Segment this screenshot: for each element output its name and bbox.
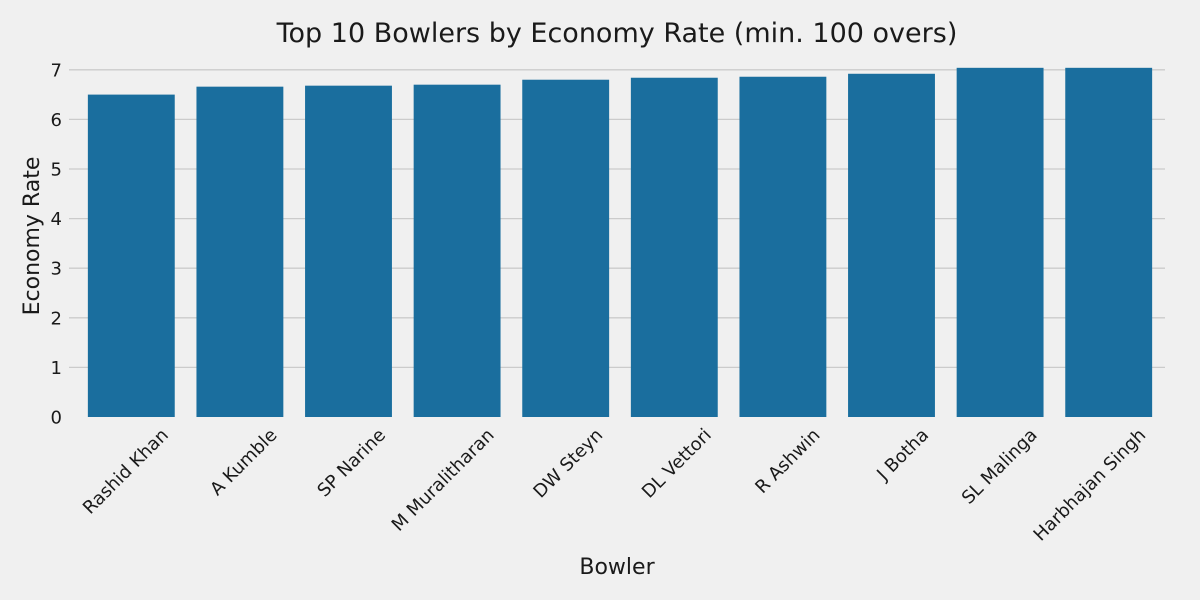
- y-tick-labels: 0 1 2 3 4 5 6 7: [51, 60, 62, 428]
- bar: [196, 86, 284, 417]
- bar: [305, 85, 392, 417]
- bar: [956, 67, 1044, 417]
- bar: [630, 77, 718, 418]
- chart-title: Top 10 Bowlers by Economy Rate (min. 100…: [276, 18, 958, 49]
- bars: [87, 67, 1153, 418]
- y-tick-label: 1: [51, 358, 62, 379]
- bar: [1065, 67, 1153, 417]
- y-tick-label: 7: [51, 60, 62, 81]
- bar: [87, 94, 175, 417]
- bar: [413, 84, 501, 418]
- y-tick-label: 2: [51, 308, 62, 329]
- bar: [848, 73, 935, 417]
- y-axis-label: Economy Rate: [20, 157, 45, 316]
- bar: [739, 76, 827, 417]
- y-tick-label: 6: [51, 110, 62, 131]
- y-tick-label: 4: [51, 209, 62, 230]
- bar: [522, 79, 610, 417]
- y-tick-label: 5: [51, 160, 62, 181]
- x-axis-label: Bowler: [579, 555, 655, 580]
- y-tick-label: 3: [51, 259, 62, 280]
- y-tick-label: 0: [51, 408, 62, 429]
